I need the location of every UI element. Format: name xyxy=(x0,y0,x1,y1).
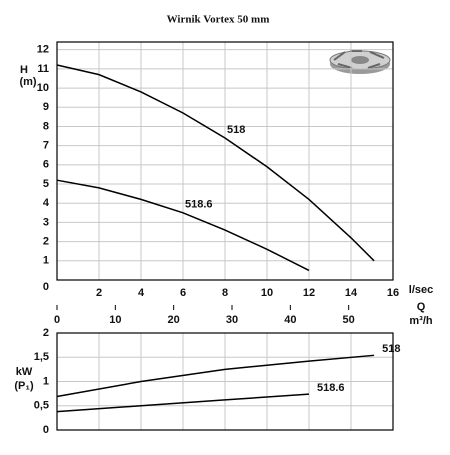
series-label: 518 xyxy=(227,124,245,136)
series-label: 518 xyxy=(382,343,400,355)
plot-frame xyxy=(56,41,394,281)
y-tick-label: 1 xyxy=(43,375,49,387)
x2-tick-label: 30 xyxy=(226,314,238,326)
series-line xyxy=(56,64,375,262)
y-tick-label: 11 xyxy=(37,63,49,75)
impeller-icon xyxy=(329,50,391,74)
x-tick-label: 14 xyxy=(345,287,358,299)
y-tick-label: 5 xyxy=(43,178,49,190)
series-line xyxy=(56,354,375,398)
y-tick-label: 7 xyxy=(43,140,49,152)
y-tick-label: 10 xyxy=(37,82,49,94)
x-tick-label: 6 xyxy=(180,287,186,299)
x2-tick-label: 0 xyxy=(54,314,60,326)
y-tick-label: 0 xyxy=(43,424,49,436)
y-tick-label: 0 xyxy=(43,281,49,293)
y-tick-label: 1 xyxy=(43,255,49,267)
y-tick-label: 4 xyxy=(43,197,50,209)
y-tick-label: 2 xyxy=(43,327,49,339)
x-tick-label: 16 xyxy=(387,287,399,299)
x2-unit: m³/h xyxy=(409,315,433,327)
y-tick-label: 8 xyxy=(43,120,49,132)
x-tick-label: 12 xyxy=(303,287,315,299)
y-label: kW xyxy=(16,366,33,378)
x-tick-label: 10 xyxy=(261,287,273,299)
y-unit: (P₁) xyxy=(14,380,34,392)
x-tick-label: 8 xyxy=(222,287,228,299)
y-tick-label: 2 xyxy=(43,236,49,248)
x2-tick-label: 10 xyxy=(109,314,121,326)
y-tick-label: 0,5 xyxy=(34,400,49,412)
x-label: l/sec xyxy=(409,284,433,296)
y-unit: (m) xyxy=(19,76,36,88)
x2-tick-label: 50 xyxy=(343,314,355,326)
series-label: 518.6 xyxy=(185,199,213,211)
y-tick-label: 12 xyxy=(37,44,49,56)
x2-label: Q xyxy=(417,301,426,313)
y-tick-label: 3 xyxy=(43,216,49,228)
y-tick-label: 6 xyxy=(43,159,49,171)
series-line xyxy=(56,393,310,413)
y-tick-label: 1,5 xyxy=(34,351,49,363)
y-tick-label: 9 xyxy=(43,101,49,113)
series-label: 518.6 xyxy=(317,382,345,394)
plot-frame xyxy=(56,332,394,431)
y-label: H xyxy=(20,64,28,76)
x2-tick-label: 20 xyxy=(168,314,180,326)
x2-tick-label: 40 xyxy=(284,314,296,326)
series-line xyxy=(56,179,310,272)
chart-title: Wirnik Vortex 50 mm xyxy=(167,14,270,26)
x-tick-label: 2 xyxy=(96,287,102,299)
x-tick-label: 4 xyxy=(138,287,145,299)
